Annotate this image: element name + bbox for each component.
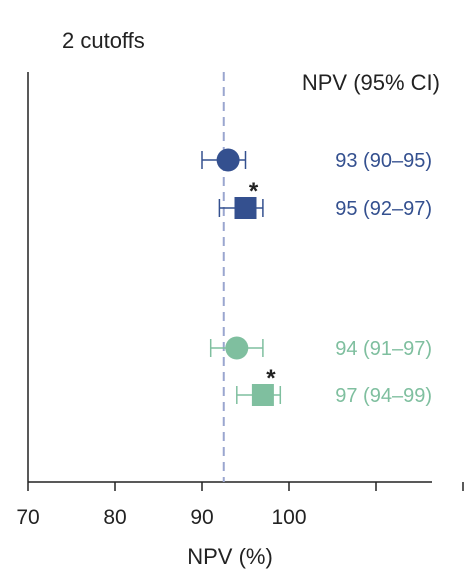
- x-tick-label: 90: [190, 506, 213, 529]
- ci-value-label: 97 (94–99): [335, 385, 432, 407]
- point-estimate-square: [251, 384, 274, 406]
- point-estimate-circle: [216, 148, 240, 172]
- forest-row: 93 (90–95): [201, 148, 432, 172]
- forest-row: 94 (91–97): [209, 336, 432, 360]
- x-axis-ticks: 70 80 90 100: [16, 482, 464, 529]
- forest-row: * 97 (94–99): [236, 365, 432, 407]
- point-estimate-square: [234, 197, 257, 219]
- x-tick-label: 80: [103, 506, 126, 529]
- point-estimate-circle: [225, 336, 249, 360]
- forest-row: * 95 (92–97): [218, 178, 432, 220]
- forest-rows: 93 (90–95) * 95 (92–97) 94 (91–97) * 97 (94–9…: [201, 148, 432, 407]
- x-tick-label: 70: [16, 506, 39, 529]
- x-tick-label: 100: [271, 506, 306, 529]
- ci-column-header: NPV (95% CI): [302, 70, 440, 95]
- ci-value-label: 93 (90–95): [335, 150, 432, 172]
- chart-title: 2 cutoffs: [62, 28, 145, 53]
- significance-star: *: [266, 365, 276, 392]
- ci-value-label: 95 (92–97): [335, 198, 432, 220]
- x-axis-label: NPV (%): [187, 544, 273, 569]
- significance-star: *: [249, 178, 259, 205]
- ci-value-label: 94 (91–97): [335, 338, 432, 360]
